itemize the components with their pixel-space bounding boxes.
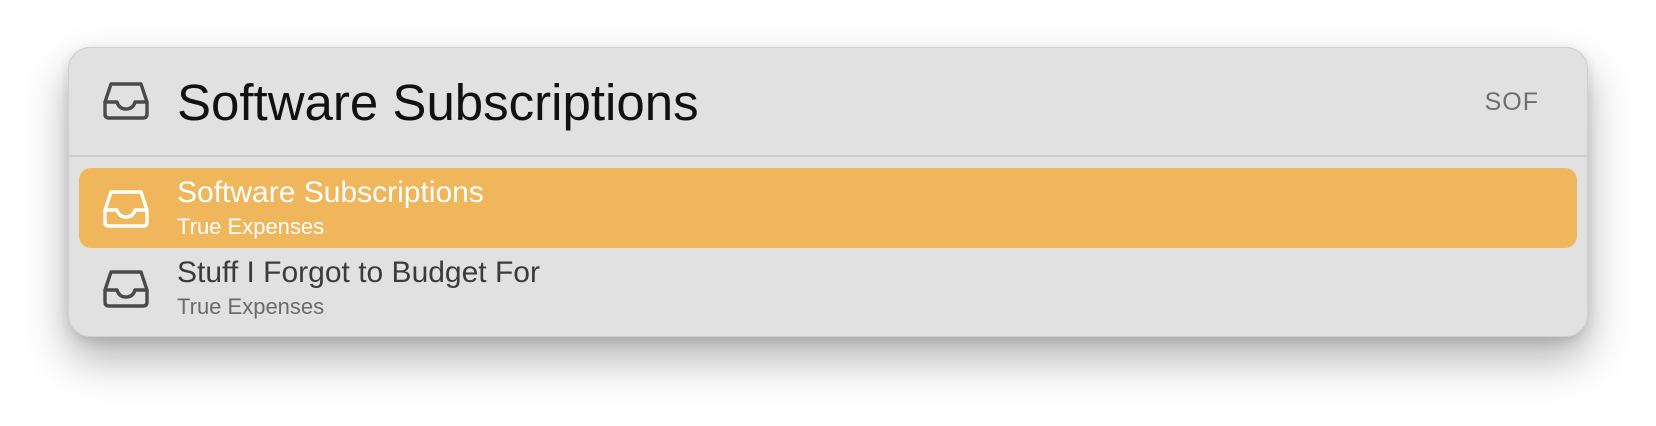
category-picker-palette: SOF Software Subscriptions True Expenses… xyxy=(68,47,1588,337)
result-item-software-subscriptions[interactable]: Software Subscriptions True Expenses xyxy=(79,168,1577,248)
result-title: Stuff I Forgot to Budget For xyxy=(177,256,540,289)
result-item-stuff-i-forgot[interactable]: Stuff I Forgot to Budget For True Expens… xyxy=(79,248,1577,328)
results-list: Software Subscriptions True Expenses Stu… xyxy=(79,168,1577,328)
search-row: SOF xyxy=(69,48,1587,157)
inbox-tray-icon xyxy=(103,81,149,121)
inbox-tray-icon xyxy=(103,189,149,229)
result-subtitle: True Expenses xyxy=(177,214,325,239)
result-title: Software Subscriptions xyxy=(177,176,484,209)
match-abbreviation-label: SOF xyxy=(1484,88,1539,116)
result-subtitle: True Expenses xyxy=(177,294,325,319)
search-input[interactable] xyxy=(177,62,1427,142)
inbox-tray-icon xyxy=(103,269,149,309)
